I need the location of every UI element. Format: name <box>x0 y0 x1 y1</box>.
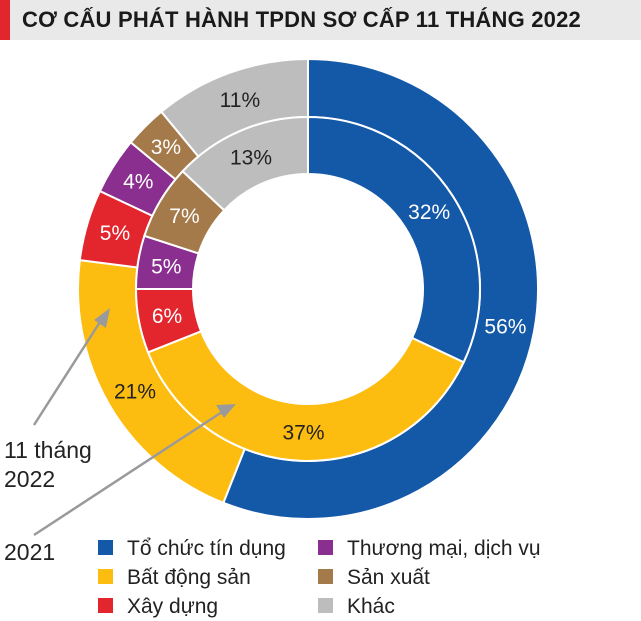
title-bar: CƠ CẤU PHÁT HÀNH TPDN SƠ CẤP 11 THÁNG 20… <box>0 0 641 40</box>
legend-swatch <box>318 568 333 584</box>
arrow-outer-line <box>32 321 102 426</box>
legend-item-san-xuat: Sản xuất <box>318 566 430 590</box>
arrow-inner-line <box>33 410 223 537</box>
legend-label: Khác <box>347 595 395 618</box>
legend-swatch <box>98 539 113 555</box>
inner-slice-label-2: 6% <box>152 305 182 328</box>
outer-slice-label-3: 4% <box>123 170 153 193</box>
arrow-inner-head <box>216 404 236 418</box>
legend-label: Sản xuất <box>347 566 430 589</box>
legend-label: Xây dựng <box>127 595 219 618</box>
outer-slice-label-1: 21% <box>114 380 156 403</box>
legend-label: Thương mại, dịch vụ <box>347 537 541 560</box>
legend-swatch <box>98 568 113 584</box>
chart-title: CƠ CẤU PHÁT HÀNH TPDN SƠ CẤP 11 THÁNG 20… <box>22 7 581 32</box>
annotation-arrows <box>32 308 236 537</box>
inner-slice-0 <box>307 115 481 364</box>
legend-item-khac: Khác <box>318 595 395 619</box>
legend-item-xay-dung: Xây dựng <box>98 595 218 619</box>
inner-slice-label-1: 37% <box>282 421 324 444</box>
inner-slice-label-5: 13% <box>230 146 272 169</box>
annotation-outer: 11 tháng 2022 <box>4 436 92 494</box>
outer-slice-label-0: 56% <box>484 316 526 339</box>
legend-swatch <box>98 597 113 613</box>
outer-slice-label-5: 11% <box>220 89 260 112</box>
inner-slice-1 <box>146 330 465 462</box>
legend-item-to-chuc-tin-dung: Tổ chức tín dụng <box>98 537 286 561</box>
legend-label: Tổ chức tín dụng <box>127 537 286 560</box>
legend-swatch <box>318 539 333 555</box>
inner-slice-5 <box>181 115 309 212</box>
annotation-outer-line1: 11 tháng <box>4 437 92 463</box>
legend-swatch <box>318 597 333 613</box>
inner-slice-label-0: 32% <box>408 201 450 224</box>
title-accent <box>0 0 10 40</box>
legend-label: Bất động sản <box>127 566 251 589</box>
inner-slice-label-3: 5% <box>151 256 181 279</box>
legend-item-bat-dong-san: Bất động sản <box>98 566 251 590</box>
outer-slice-label-2: 5% <box>100 222 130 245</box>
annotation-inner: 2021 <box>4 539 56 565</box>
arrow-outer-head <box>94 308 110 328</box>
inner-slice-label-4: 7% <box>169 205 199 228</box>
annotation-outer-line2: 2022 <box>4 466 56 492</box>
legend-item-thuong-mai-dich-vu: Thương mại, dịch vụ <box>318 537 541 561</box>
outer-slice-label-4: 3% <box>151 136 181 159</box>
